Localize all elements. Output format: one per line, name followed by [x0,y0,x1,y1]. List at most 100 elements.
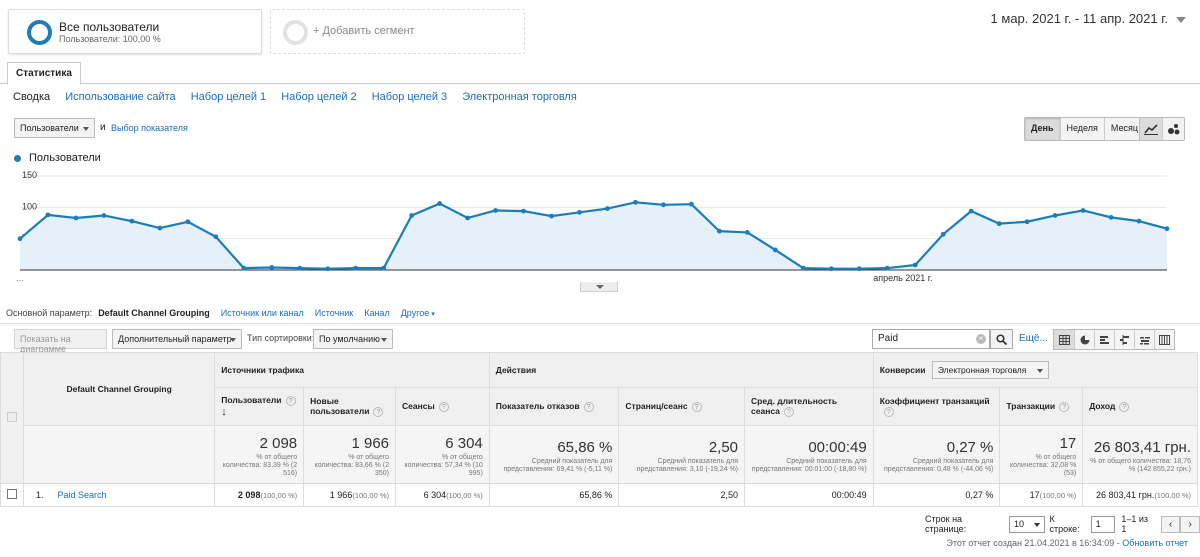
secondary-dimension-dropdown[interactable]: Дополнительный параметр [112,329,242,349]
sort-type-dropdown[interactable]: По умолчанию [313,329,393,349]
row-cell: 0,27 % [872,483,1001,507]
data-point [716,228,722,234]
advanced-filter-link[interactable]: Ещё... [1019,333,1048,344]
conversion-type-dropdown[interactable]: Электронная торговля [931,361,1050,379]
subnav-goal-set-1[interactable]: Набор целей 1 [190,91,267,103]
line-chart-button[interactable] [1140,118,1162,140]
row-checkbox[interactable] [7,489,17,499]
chevron-down-icon [1176,16,1186,23]
dimension-medium[interactable]: Канал [364,308,390,318]
help-icon[interactable]: ? [583,401,594,412]
plot-rows-button[interactable]: Показать на диаграмме [14,329,107,354]
next-page-button[interactable]: › [1180,515,1200,533]
chart-resize-handle[interactable] [580,282,618,292]
col-users[interactable]: Пользователи? ↓ [214,387,305,426]
select-all-checkbox[interactable] [7,412,17,422]
tab-statistics[interactable]: Статистика [7,62,81,85]
rows-per-page-select[interactable]: 10 [1009,515,1045,533]
total-cell: 2,50 Средний показатель для представления… [618,425,746,484]
performance-view-button[interactable] [1094,330,1114,349]
data-point [409,213,415,218]
help-icon[interactable]: ? [373,406,384,417]
col-sessions[interactable]: Сеансы? [395,387,490,426]
help-icon[interactable]: ? [1059,401,1070,412]
data-point [661,202,666,208]
period-month-button[interactable]: Месяц [1103,118,1145,140]
help-icon[interactable]: ? [691,401,702,412]
period-day-button[interactable]: День [1025,118,1060,140]
dimension-source[interactable]: Источник [314,308,354,318]
motion-chart-button[interactable] [1162,118,1184,140]
row-dimension-link[interactable]: Paid Search [57,490,107,500]
total-value: 1 966 [351,434,390,452]
help-icon[interactable]: ? [883,406,894,417]
page-range: 1–1 из 1 [1121,514,1148,534]
data-view-button[interactable] [1054,330,1074,349]
motion-chart-icon [1167,124,1179,135]
goto-row-input[interactable]: 1 [1090,515,1116,533]
data-point [577,209,582,215]
rows-per-page-label: Строк на странице: [925,514,967,534]
report-created-text: Этот отчет создан 21.04.2021 в 16:34:09 … [946,538,1123,548]
help-icon[interactable]: ? [1119,401,1130,412]
primary-dimension-bar: Основной параметр: Default Channel Group… [6,308,446,318]
select-metric-link[interactable]: Выбор показателя [111,123,188,133]
refresh-report-link[interactable]: Обновить отчет [1122,538,1188,548]
table-filter-input[interactable]: Paid × [872,329,990,349]
conversions-label: Конверсии [879,365,926,375]
row-index: 1. [36,490,44,500]
comparison-view-button[interactable] [1114,330,1134,349]
col-avg-session-duration[interactable]: Сред. длительность сеанса? [744,387,874,426]
term-cloud-icon [1139,336,1150,344]
table-view-toggle [1053,329,1175,350]
divider [0,323,1200,324]
segment-ring-icon [27,20,52,45]
data-point [437,201,443,206]
prev-page-button[interactable]: ‹ [1160,515,1181,533]
date-range-picker[interactable]: 1 мар. 2021 г. - 11 апр. 2021 г. [991,11,1186,26]
help-icon[interactable]: ? [783,406,794,417]
metric-dropdown[interactable]: Пользователи [14,118,95,138]
segment-title: Все пользователи [59,20,160,34]
pivot-view-button[interactable] [1154,330,1174,349]
col-new-users[interactable]: Новые пользователи? [303,387,397,426]
subnav-summary[interactable]: Сводка [13,91,51,103]
col-bounce-rate[interactable]: Показатель отказов? [488,387,620,426]
dimension-source-medium[interactable]: Источник или канал [220,308,304,318]
dimension-other[interactable]: Другое ▾ [401,308,435,318]
col-pages-per-session[interactable]: Страниц/сеанс? [618,387,746,426]
col-transactions[interactable]: Транзакции? [999,387,1084,426]
col-users-label: Пользователи [221,395,282,406]
subnav-site-usage[interactable]: Использование сайта [65,91,176,103]
clear-icon[interactable]: × [976,334,986,344]
dimension-header[interactable]: Default Channel Grouping [22,352,216,426]
segment-all-users[interactable]: Все пользователи Пользователи: 100,00 % [8,9,262,54]
row-value: 6 304 [423,490,447,500]
total-value: 6 304 [445,434,483,452]
chart-legend: Пользователи [14,152,101,164]
add-segment-button[interactable]: + Добавить сегмент [270,9,525,54]
data-point [297,265,303,271]
pagination: Строк на странице: 10 К строке: 1 1–1 из… [925,514,1200,534]
total-note: % от общего количества: 57,34 % (10 995) [404,453,483,477]
chart-type-toggle [1139,117,1185,141]
percentage-view-button[interactable] [1074,330,1094,349]
data-point [185,219,191,225]
col-revenue[interactable]: Доход? [1082,387,1198,426]
help-icon[interactable]: ? [285,395,296,406]
period-week-button[interactable]: Неделя [1059,118,1104,140]
search-button[interactable] [990,329,1013,349]
subnav-ecommerce[interactable]: Электронная торговля [462,91,577,103]
subnav-goal-set-3[interactable]: Набор целей 3 [371,91,448,103]
col-transaction-rate[interactable]: Коэффициент транзакций? [872,387,1001,426]
chevron-down-icon [230,338,236,342]
col-sessions-label: Сеансы [402,401,435,412]
help-icon[interactable]: ? [438,401,449,412]
subnav-goal-set-2[interactable]: Набор целей 2 [281,91,357,103]
term-cloud-view-button[interactable] [1134,330,1154,349]
total-note: Средний показатель для представления: 00… [751,457,867,473]
report-tabs: Статистика [0,62,1200,85]
metric-dropdown-value: Пользователи [20,123,79,133]
table-filter-value: Paid [878,333,899,344]
total-value: 00:00:49 [808,438,867,456]
